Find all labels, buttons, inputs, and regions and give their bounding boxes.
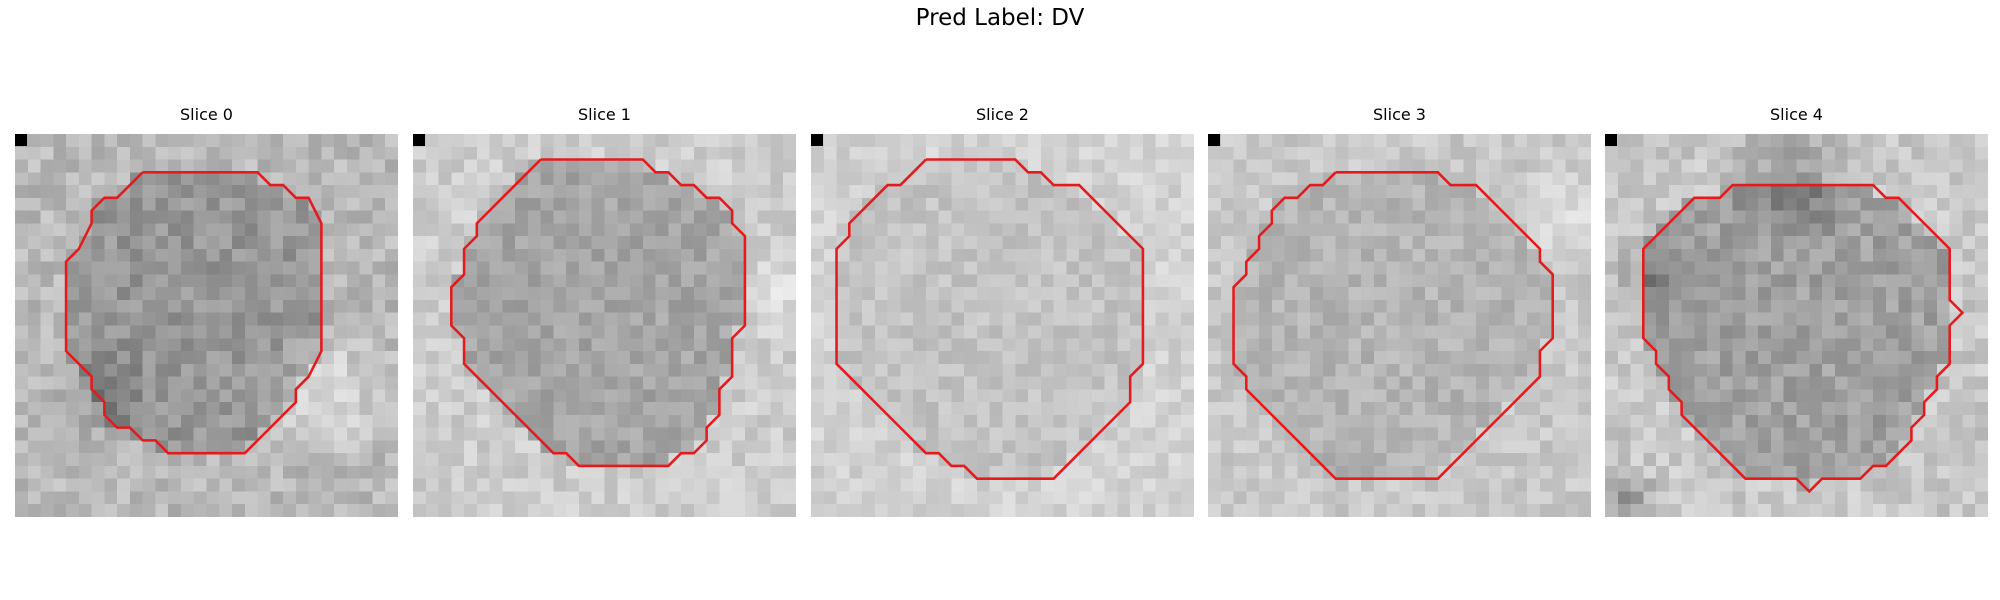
slice-title-1: Slice 1	[578, 105, 631, 124]
slice-image-4	[1605, 134, 1988, 517]
segmentation-contour-1	[450, 158, 747, 468]
slice-title-2: Slice 2	[976, 105, 1029, 124]
segmentation-contour-4	[1642, 183, 1965, 494]
slice-image-3	[1208, 134, 1591, 517]
corner-marker-2	[811, 134, 823, 146]
slice-image-1	[413, 134, 796, 517]
segmentation-contour-3	[1232, 171, 1554, 480]
segmentation-contour-2	[835, 158, 1145, 480]
figure-title: Pred Label: DV	[915, 5, 1085, 31]
slice-title-0: Slice 0	[180, 105, 233, 124]
slice-panel-3: Slice 3	[1208, 105, 1591, 517]
corner-marker-3	[1208, 134, 1220, 146]
slice-panel-2: Slice 2	[811, 105, 1194, 517]
contour-line-0	[64, 171, 323, 455]
contour-line-3	[1232, 171, 1554, 480]
contour-line-2	[835, 158, 1145, 480]
corner-marker-0	[15, 134, 27, 146]
slice-title-3: Slice 3	[1373, 105, 1426, 124]
contour-line-4	[1642, 183, 1965, 494]
slice-title-4: Slice 4	[1770, 105, 1823, 124]
slice-panel-0: Slice 0	[15, 105, 398, 517]
slice-panel-1: Slice 1	[413, 105, 796, 517]
segmentation-contour-0	[64, 171, 323, 455]
contour-line-1	[450, 158, 747, 468]
slice-panel-4: Slice 4	[1605, 105, 1988, 517]
corner-marker-1	[413, 134, 425, 146]
corner-marker-4	[1605, 134, 1617, 146]
